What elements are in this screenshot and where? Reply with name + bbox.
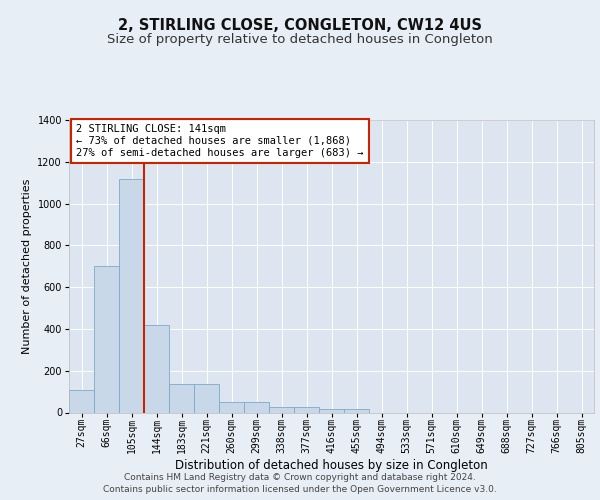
Bar (244, 402, 269, 412)
Bar (344, 410, 369, 412)
Bar (94, 266, 119, 412)
Bar (169, 384, 194, 412)
Text: 2, STIRLING CLOSE, CONGLETON, CW12 4US: 2, STIRLING CLOSE, CONGLETON, CW12 4US (118, 18, 482, 32)
Bar (269, 406, 294, 412)
Bar (319, 410, 344, 412)
X-axis label: Distribution of detached houses by size in Congleton: Distribution of detached houses by size … (175, 459, 488, 472)
Bar (69, 390, 94, 412)
Bar (194, 384, 219, 412)
Bar (294, 406, 319, 412)
Bar (219, 402, 244, 412)
Text: 2 STIRLING CLOSE: 141sqm
← 73% of detached houses are smaller (1,868)
27% of sem: 2 STIRLING CLOSE: 141sqm ← 73% of detach… (76, 124, 364, 158)
Text: Contains HM Land Registry data © Crown copyright and database right 2024.
Contai: Contains HM Land Registry data © Crown c… (103, 472, 497, 494)
Text: Size of property relative to detached houses in Congleton: Size of property relative to detached ho… (107, 32, 493, 46)
Bar (144, 325, 169, 412)
Bar (119, 178, 144, 412)
Y-axis label: Number of detached properties: Number of detached properties (22, 178, 32, 354)
